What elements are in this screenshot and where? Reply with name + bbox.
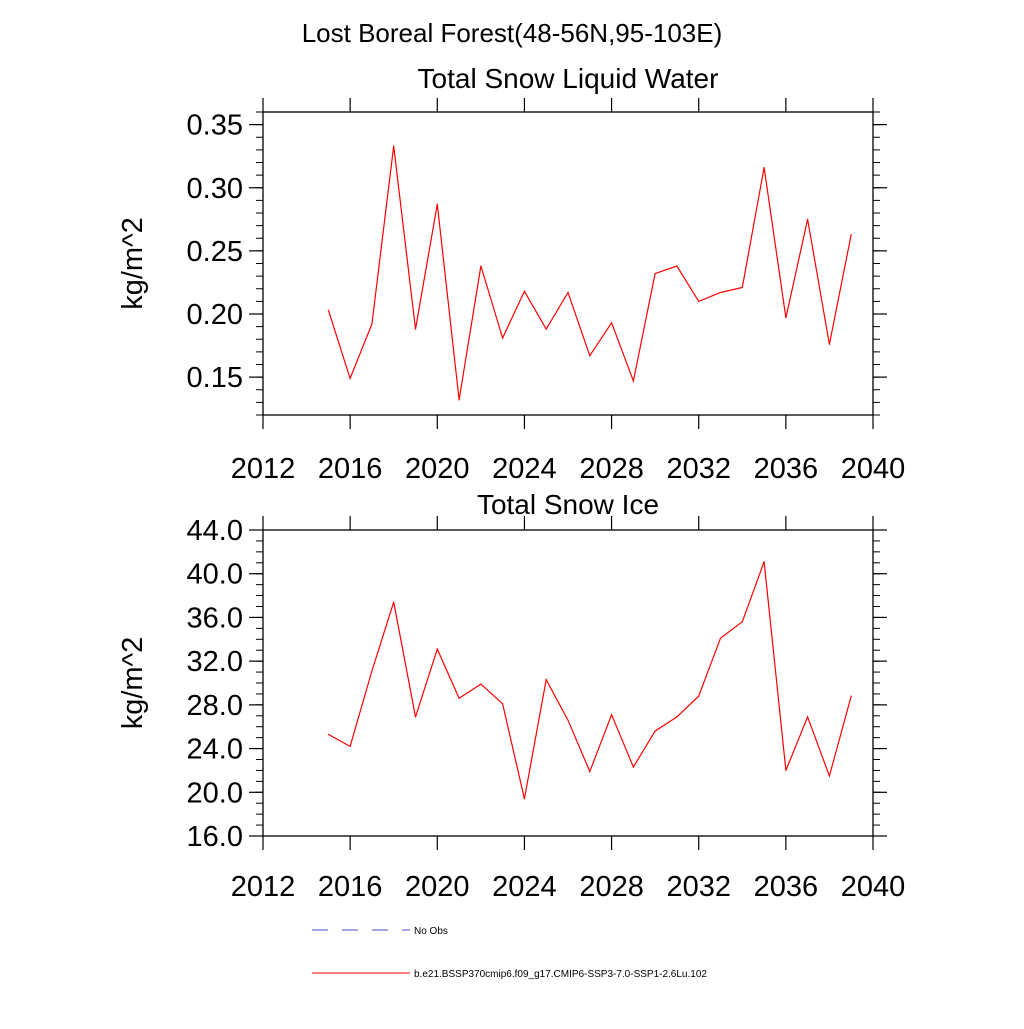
data-point bbox=[828, 343, 831, 345]
data-point bbox=[589, 355, 591, 357]
y-tick-label: 0.35 bbox=[187, 110, 243, 142]
data-point bbox=[828, 775, 831, 777]
data-point bbox=[458, 399, 460, 401]
y-tick-label: 36.0 bbox=[187, 602, 243, 634]
data-point bbox=[502, 337, 504, 339]
series-line-1 bbox=[328, 561, 852, 799]
panel-title: Total Snow Liquid Water bbox=[418, 63, 719, 94]
x-tick-label: 2020 bbox=[405, 871, 470, 903]
data-point bbox=[436, 648, 438, 650]
plot-frame bbox=[262, 529, 874, 837]
data-point bbox=[567, 291, 569, 294]
data-point bbox=[414, 716, 417, 718]
x-tick-label: 2024 bbox=[492, 453, 557, 485]
data-point bbox=[414, 328, 417, 330]
data-point bbox=[632, 766, 634, 768]
y-tick-label: 24.0 bbox=[187, 734, 243, 766]
y-axis-label: kg/m^2 bbox=[117, 217, 149, 310]
x-tick-label: 2040 bbox=[841, 871, 906, 903]
y-tick-label: 40.0 bbox=[187, 559, 243, 591]
data-point bbox=[371, 323, 373, 325]
data-point bbox=[676, 716, 678, 718]
x-tick-label: 2028 bbox=[579, 453, 644, 485]
data-point bbox=[850, 233, 852, 236]
data-point bbox=[589, 770, 591, 773]
x-tick-label: 2032 bbox=[666, 453, 731, 485]
x-tick-label: 2020 bbox=[405, 453, 470, 485]
y-tick-label: 28.0 bbox=[187, 690, 243, 722]
legend-item-2: b.e21.BSSP370cmip6.f09_g17.CMIP6-SSP3-7.… bbox=[312, 969, 707, 980]
y-tick-label: 0.30 bbox=[187, 173, 243, 205]
data-point bbox=[327, 309, 329, 311]
data-point bbox=[349, 745, 351, 747]
data-point bbox=[480, 265, 482, 267]
data-point bbox=[719, 291, 722, 294]
legend-label: No Obs bbox=[414, 926, 448, 937]
y-axis-label: kg/m^2 bbox=[117, 637, 149, 730]
legend-label: b.e21.BSSP370cmip6.f09_g17.CMIP6-SSP3-7.… bbox=[414, 969, 707, 980]
y-tick-label: 16.0 bbox=[187, 821, 243, 853]
data-point bbox=[393, 601, 395, 603]
x-tick-label: 2016 bbox=[318, 871, 383, 903]
plot-frame bbox=[262, 111, 874, 416]
y-tick-label: 0.20 bbox=[187, 299, 243, 331]
panels: Total Snow Liquid Water kg/m^2 0.15 0.20 0.2… bbox=[117, 63, 905, 903]
data-point bbox=[698, 695, 700, 697]
data-point bbox=[676, 265, 678, 267]
data-point bbox=[502, 703, 504, 705]
data-point bbox=[567, 719, 569, 721]
data-point bbox=[807, 716, 809, 718]
legend: No Obs b.e21.BSSP370cmip6.f09_g17.CMIP6-S… bbox=[312, 926, 707, 980]
y-tick-label: 32.0 bbox=[187, 646, 243, 678]
data-point bbox=[741, 621, 743, 623]
x-tick-label: 2012 bbox=[231, 453, 296, 485]
x-tick-label: 2040 bbox=[841, 453, 906, 485]
x-tick-label: 2036 bbox=[754, 871, 819, 903]
x-tick-label: 2016 bbox=[318, 453, 383, 485]
figure-suptitle: Lost Boreal Forest(48-56N,95-103E) bbox=[302, 18, 723, 48]
y-tick-label: 0.15 bbox=[187, 362, 243, 394]
y-tick-label: 0.25 bbox=[187, 236, 243, 268]
data-point bbox=[610, 322, 613, 324]
data-point bbox=[480, 683, 482, 685]
panel-2: Total Snow Ice kg/m^2 16.0 20.0 24.0 28.0 32.0… bbox=[117, 489, 905, 903]
data-point bbox=[523, 290, 526, 292]
data-point bbox=[523, 798, 526, 800]
data-point bbox=[719, 637, 722, 639]
data-point bbox=[349, 377, 351, 379]
x-tick-label: 2028 bbox=[579, 871, 644, 903]
data-point bbox=[458, 697, 460, 699]
series-line-1 bbox=[327, 146, 852, 400]
data-point bbox=[698, 300, 700, 302]
data-point bbox=[632, 380, 634, 382]
panel-1: Total Snow Liquid Water kg/m^2 0.15 0.20 0.2… bbox=[117, 63, 905, 485]
data-point bbox=[393, 145, 395, 147]
data-point bbox=[785, 317, 787, 319]
x-tick-label: 2024 bbox=[492, 871, 557, 903]
y-tick-label: 20.0 bbox=[187, 777, 243, 809]
legend-item-1: No Obs bbox=[312, 926, 448, 937]
x-tick-label: 2032 bbox=[666, 871, 731, 903]
y-tick-label: 44.0 bbox=[187, 515, 243, 547]
data-point bbox=[654, 730, 656, 732]
data-point bbox=[545, 679, 547, 681]
data-point bbox=[327, 733, 329, 735]
data-point bbox=[610, 714, 613, 716]
data-point bbox=[741, 286, 743, 289]
data-point bbox=[371, 670, 373, 672]
data-point bbox=[545, 328, 547, 330]
data-point bbox=[785, 769, 787, 772]
data-point bbox=[763, 166, 765, 169]
data-point bbox=[850, 695, 852, 697]
x-tick-label: 2012 bbox=[231, 871, 296, 903]
x-tick-label: 2036 bbox=[754, 453, 819, 485]
panel-title: Total Snow Ice bbox=[477, 489, 659, 520]
data-point bbox=[807, 218, 809, 220]
data-point bbox=[436, 203, 438, 205]
data-point bbox=[654, 273, 656, 275]
data-point bbox=[763, 561, 765, 563]
